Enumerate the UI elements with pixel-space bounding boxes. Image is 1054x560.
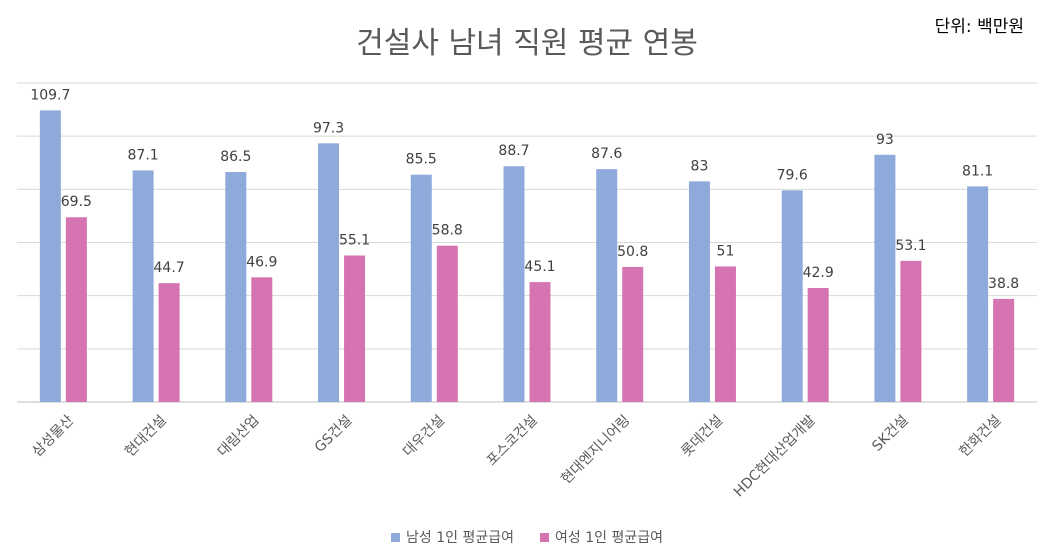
bar-male [688,181,710,402]
legend-item-male: 남성 1인 평균급여 [391,527,514,547]
bar-male [225,172,247,402]
category-label: 대림산업 [215,412,263,460]
bar-female [251,277,273,402]
data-label-male: 109.7 [30,87,70,103]
category-label: HDC현대산업개발 [731,412,819,500]
bar-male [596,169,618,402]
bar-male [967,186,989,402]
data-label-male: 85.5 [406,152,437,168]
unit-label: 단위: 백만원 [934,17,1024,37]
legend-label-male: 남성 1인 평균급여 [406,530,514,546]
bar-female [529,282,551,402]
data-label-male: 87.1 [128,147,159,163]
category-label: 한화건설 [957,412,1005,460]
category-label: SK건설 [869,412,911,454]
bar-male [39,110,61,403]
legend-label-female: 여성 1인 평균급여 [555,530,663,546]
category-label: GS건설 [312,412,355,455]
category-label: 대우건설 [400,412,448,460]
bar-chart: 109.7 69.5 삼성물산 87.1 44.7 현대건설 86.5 46.9 대림산업 97.… [17,82,1037,500]
data-label-female: 55.1 [339,233,370,249]
legend: 남성 1인 평균급여 여성 1인 평균급여 [0,527,1054,547]
data-label-male: 88.7 [498,143,529,159]
bar-female [436,245,458,402]
data-label-female: 58.8 [432,223,463,239]
category-label: 포스코건설 [484,412,541,469]
category-label: 현대엔지니어링 [558,412,633,487]
data-label-male: 79.6 [777,167,808,183]
category-label: 현대건설 [122,412,170,460]
data-label-male: 93 [876,132,894,148]
bar-female [158,283,180,402]
data-label-female: 69.5 [61,194,92,210]
bar-male [410,174,432,402]
data-label-female: 46.9 [246,254,277,270]
bar-male [132,170,154,402]
bar-female [993,298,1015,402]
data-label-female: 42.9 [803,265,834,281]
category-label: 삼성물산 [29,412,77,460]
data-label-female: 44.7 [154,260,185,276]
category-label: 롯데건설 [678,412,726,460]
bar-female [900,260,922,402]
bar-female [344,255,366,402]
data-label-female: 50.8 [617,244,648,260]
data-label-female: 51 [717,243,735,259]
legend-item-female: 여성 1인 평균급여 [540,527,663,547]
bar-male [318,143,340,402]
data-label-male: 97.3 [313,120,344,136]
bar-female [65,217,87,402]
bar-female [807,287,829,402]
data-label-male: 81.1 [962,163,993,179]
legend-swatch-female [540,532,549,542]
bar-male [781,190,803,402]
legend-swatch-male [391,532,401,542]
bar-male [503,166,525,402]
data-label-male: 83 [691,158,709,174]
bar-female [622,266,644,402]
data-label-male: 86.5 [220,149,251,165]
data-label-male: 87.6 [591,146,622,162]
data-label-female: 38.8 [988,276,1019,292]
data-label-female: 53.1 [895,238,926,254]
chart-title: 건설사 남녀 직원 평균 연봉 [356,26,698,61]
bar-female [714,266,736,402]
bar-male [874,154,896,402]
data-label-female: 45.1 [524,259,555,275]
